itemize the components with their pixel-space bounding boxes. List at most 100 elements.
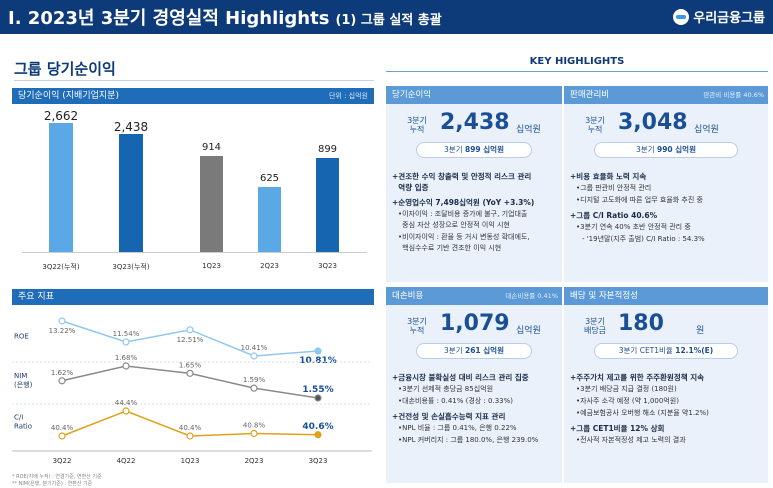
kpi-point (58, 377, 66, 385)
kpi-quarter-label: 2Q23 (245, 457, 264, 465)
card-bullet: • 그룹 판관비 안정적 관리 (576, 183, 764, 194)
card-header: 배당 및 자본적정성 (564, 287, 768, 305)
bullet-marker-icon: • (576, 397, 581, 405)
card-bullet: • 전사적 자본적정성 제고 노력의 결과 (576, 435, 764, 446)
card-bullet-text: 예금보험공사 오버행 해소 (지분율 약1.2%) (580, 409, 709, 417)
kpi-quarter-label: 3Q23 (309, 457, 328, 465)
bullet-marker-icon: + (570, 172, 577, 181)
kpi-quarter-label: 4Q22 (117, 457, 136, 465)
kpi-quarter-label: 1Q23 (181, 457, 200, 465)
bullet-marker-icon: • (398, 210, 403, 218)
kpi-row-label: C/I (14, 414, 23, 422)
bar-value-label: 2,662 (43, 109, 79, 124)
card-period-label: 3분기 누적 (407, 116, 427, 134)
unit-label: 단위 : 십억원 (328, 92, 368, 100)
card-bullet-text: 그룹 C/I Ratio 40.6% (576, 211, 658, 220)
net-income-bar-label: 당기순이익 (지배기업지분) (18, 91, 119, 101)
card-bullet-text: 이자이익 : 조달비용 증가에 불구, 기업대출 중심 자산 성장으로 안정적 … (402, 210, 528, 229)
bullet-marker-icon: + (570, 373, 577, 382)
bullet-marker-icon: • (398, 385, 403, 393)
card-bullet: • 3분기 연속 40% 초반 안정적 관리 중 (576, 222, 764, 233)
card-bullet: • 예금보험공사 오버행 해소 (지분율 약1.2%) (576, 408, 764, 419)
bar-value-label: 625 (259, 172, 280, 184)
card-title: 판매관리비 (570, 90, 610, 100)
bar-category-label: 1Q23 (202, 262, 221, 270)
card-bullet: • 디지털 고도화에 따른 업무 효율화 추진 중 (576, 195, 764, 206)
kpi-quarter-label: 3Q22 (53, 457, 72, 465)
card-bullet-text: 전사적 자본적정성 제고 노력의 결과 (580, 436, 686, 444)
card-bullet-text: 그룹 판관비 안정적 관리 (580, 184, 652, 192)
kpi-point (314, 347, 322, 355)
card-bullet-text: 견조한 수익 창출력 및 안정적 리스크 관리 역량 입증 (398, 172, 532, 192)
card-bullet: + 견조한 수익 창출력 및 안정적 리스크 관리 역량 입증 (392, 171, 558, 193)
kpi-point (250, 352, 258, 360)
card-bullet-text: 금융시장 불확실성 대비 리스크 관리 집중 (398, 373, 529, 382)
bar (49, 123, 73, 252)
bullet-marker-icon: + (392, 412, 399, 421)
footnote-2: ** NIM(은행, 분기기준) : 연환산 기준 (12, 481, 93, 487)
bullet-marker-icon: • (398, 436, 403, 444)
kpi-point (58, 317, 66, 325)
kpi-point (186, 369, 194, 377)
card-bullet: • NPL 비율 : 그룹 0.41%, 은행 0.22% (398, 423, 558, 434)
card-bullet: + 금융시장 불확실성 대비 리스크 관리 집중 (392, 372, 558, 383)
card-unit: 십억원 (516, 326, 541, 336)
net-income-bar: 당기순이익 (지배기업지분) 단위 : 십억원 (12, 88, 374, 104)
card-quarter-pill: 3분기 261 십억원 (416, 343, 532, 359)
kpi-value-label: 40.6% (302, 422, 333, 432)
card-header: 당기순이익 (386, 86, 562, 104)
card-bullet-text: 그룹 CET1비율 12% 상회 (576, 424, 665, 433)
title-bar (0, 0, 773, 34)
section-title: 그룹 당기순이익 (14, 60, 116, 78)
card-quarter-pill: 3분기 CET1비율 12.1%(E) (594, 343, 738, 359)
kpi-value-label: 1.68% (115, 354, 138, 362)
bar-category-label: 3Q23 (318, 262, 337, 270)
kpi-value-label: 13.22% (49, 327, 76, 335)
footnote-1: * ROE(지배 누적) : 연결기준, 연환산 기준 (12, 474, 102, 480)
chart-baseline (22, 252, 367, 253)
card-bullet: + 주주가치 제고를 위한 주주환원정책 지속 (570, 372, 764, 383)
logo-text: 우리금융그룹 (693, 11, 765, 26)
kpi-value-label: 10.81% (299, 356, 337, 366)
bar (316, 157, 339, 252)
card-pill-prefix: 3분기 (636, 145, 655, 154)
kpi-value-label: 12.51% (177, 336, 204, 344)
card-title: 대손비용 (392, 291, 424, 301)
bar-value-label: 2,438 (113, 120, 149, 135)
page-subtitle: (1) 그룹 실적 총괄 (335, 13, 442, 28)
net-income-chart: 2,662 3Q22(누적) 2,438 3Q23(누적) 914 1Q23 625 2Q23… (12, 104, 374, 280)
card-bullet-text: 비이자이익 : 환율 등 거시 변동성 확대에도, 핵심수수료 기반 견조한 이… (402, 233, 530, 252)
card-bullet: + 비용 효율화 노력 지속 (570, 171, 764, 182)
bullet-marker-icon: • (576, 223, 581, 231)
card-bullet-text: 3분기 연속 40% 초반 안정적 관리 중 (580, 223, 691, 231)
card-pill-prefix: 3분기 CET1비율 (618, 346, 673, 355)
card-pill-value: 12.1%(E) (675, 346, 714, 355)
bullet-marker-icon: • (576, 385, 581, 393)
card-bullet: • 비이자이익 : 환율 등 거시 변동성 확대에도, 핵심수수료 기반 견조한… (398, 232, 558, 254)
card-pill-prefix: 3분기 (444, 145, 463, 154)
kpi-row-label: ROE (14, 333, 29, 341)
bar-category-label: 2Q23 (260, 262, 279, 270)
kpi-value-label: 1.55% (302, 385, 333, 395)
bar-value-label: 914 (201, 142, 222, 154)
card-period-label: 3분기 누적 (585, 116, 605, 134)
card-pill-value: 990 십억원 (657, 145, 696, 154)
kpi-value-label: 10.41% (241, 344, 268, 352)
card-period-label: 3분기 배당금 (583, 317, 607, 335)
card-header-note: 판관비 비용률 40.6% (703, 91, 764, 99)
card-bullet: • 대손비용률 : 0.41% (경상 : 0.33%) (398, 396, 558, 407)
kpi-point (314, 431, 322, 439)
bar-value-label: 899 (317, 143, 338, 155)
key-indicators-bar: 주요 지표 (12, 289, 374, 305)
key-indicators-label: 주요 지표 (18, 292, 54, 302)
card-credit-cost: 대손비용 대손비용률 0.41% 3분기 누적 1,079 십억원 3분기 261 십억원… (386, 287, 562, 483)
card-bullet-text: NPL 커버리지 : 그룹 180.0%, 은행 239.0% (402, 436, 539, 444)
bar (200, 156, 223, 252)
card-main-value: 3,048 (618, 110, 688, 135)
key-highlights-title: KEY HIGHLIGHTS (529, 56, 625, 67)
kpi-point (186, 326, 194, 334)
card-quarter-pill: 3분기 990 십억원 (594, 142, 738, 158)
card-bullet-list: + 견조한 수익 창출력 및 안정적 리스크 관리 역량 입증 + 순영업수익 7… (392, 170, 558, 254)
card-header: 판매관리비 판관비 비용률 40.6% (564, 86, 768, 104)
bullet-marker-icon: + (570, 424, 577, 433)
